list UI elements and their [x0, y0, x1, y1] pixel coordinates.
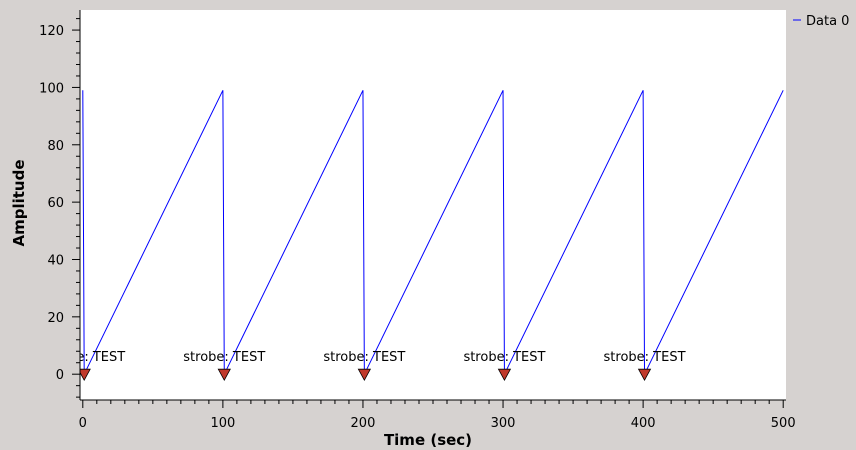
x-axis: 0 100 200 300 400 500 [79, 399, 796, 431]
x-tick-label: 200 [351, 416, 376, 431]
x-tick-label: 0 [79, 416, 87, 431]
plot-canvas [80, 10, 786, 400]
x-tick-label: 300 [491, 416, 516, 431]
strobe-tag-label: strobe: TEST [183, 350, 265, 365]
strobe-tag-marker [637, 368, 652, 382]
y-tick-label: 80 [47, 139, 64, 154]
y-tick-label: 100 [39, 81, 64, 96]
x-tick-label: 500 [771, 416, 796, 431]
y-axis-title: Amplitude [10, 159, 28, 246]
strobe-tag-label: strobe: TEST [43, 350, 125, 365]
x-tick-label: 400 [631, 416, 656, 431]
x-axis-title: Time (sec) [384, 431, 472, 449]
y-tick-label: 0 [56, 368, 64, 383]
strobe-tag-marker [357, 368, 372, 382]
strobe-tag-marker [80, 368, 91, 382]
y-axis: 0 20 40 60 80 100 120 [39, 10, 81, 400]
strobe-tag-label: strobe: TEST [604, 350, 686, 365]
y-tick-label: 20 [47, 311, 64, 326]
strobe-tag-marker [217, 368, 231, 382]
x-tick-label: 100 [210, 416, 235, 431]
strobe-tag-label: strobe: TEST [463, 350, 545, 365]
strobe-tag-label: strobe: TEST [323, 350, 405, 365]
strobe-tag-marker [497, 368, 512, 382]
legend-label-data-0: Data 0 [806, 14, 849, 29]
y-tick-label: 120 [39, 24, 64, 39]
legend[interactable]: Data 0 [793, 14, 849, 29]
y-tick-label: 60 [47, 196, 64, 211]
plot-data-area: strobe: TEST strobe: TEST strobe: TEST stro… [43, 90, 784, 382]
y-tick-label: 40 [47, 253, 64, 268]
